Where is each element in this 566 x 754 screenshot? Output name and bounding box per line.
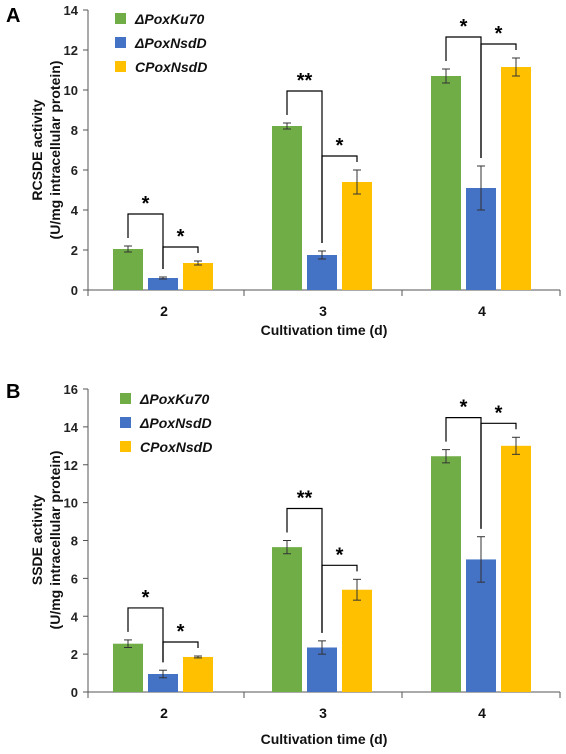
x-axis-label: Cultivation time (d) <box>261 322 388 338</box>
significance-bracket <box>321 155 358 243</box>
y-axis-label: SSDE activity <box>29 495 45 585</box>
bar <box>113 249 143 290</box>
y-tick-label: 8 <box>71 534 78 549</box>
legend-swatch <box>115 37 126 48</box>
legend-swatch <box>115 13 126 24</box>
y-tick-label: 0 <box>71 685 78 700</box>
y-tick-label: 2 <box>71 647 78 662</box>
legend-swatch <box>115 61 126 72</box>
significance-label: ** <box>297 488 313 510</box>
legend-label: ΔPoxNsdD <box>134 35 207 51</box>
bar <box>148 278 178 290</box>
y-tick-label: 14 <box>64 3 79 18</box>
significance-label: * <box>495 23 503 45</box>
significance-label: * <box>177 621 185 643</box>
significance-bracket <box>162 246 199 269</box>
significance-label: * <box>142 193 150 215</box>
significance-label: * <box>460 397 468 419</box>
legend-swatch <box>120 441 131 452</box>
x-tick-label: 3 <box>319 303 327 319</box>
y-tick-label: 14 <box>64 420 79 435</box>
y-tick-label: 12 <box>64 43 78 58</box>
x-tick-label: 2 <box>160 705 168 721</box>
x-tick-label: 4 <box>478 705 486 721</box>
x-axis-label: Cultivation time (d) <box>261 731 388 747</box>
y-axis-label-units: (U/mg intracellular protein) <box>47 451 63 630</box>
significance-label: * <box>177 226 185 248</box>
bar <box>431 456 461 692</box>
legend-label: ΔPoxKu70 <box>134 11 205 27</box>
significance-bracket <box>127 607 164 663</box>
bar <box>431 76 461 290</box>
significance-bracket <box>480 422 517 529</box>
chart-panel-a: A 0 2 4 6 8 10 12 14 2 3 4 Cultivation time (d) RCSDE… <box>6 3 561 338</box>
panel-label: A <box>6 5 20 27</box>
y-tick-label: 8 <box>71 123 78 138</box>
y-tick-label: 4 <box>71 203 79 218</box>
bar <box>148 674 178 692</box>
y-tick-label: 0 <box>71 283 78 298</box>
bar <box>342 182 372 290</box>
bar <box>113 643 143 692</box>
y-axis-label-units: (U/mg intracellular protein) <box>47 61 63 240</box>
y-tick-label: 6 <box>71 163 78 178</box>
x-tick-label: 4 <box>478 303 486 319</box>
legend-swatch <box>120 417 131 428</box>
legend-label: ΔPoxNsdD <box>139 415 212 431</box>
significance-label: ** <box>297 70 313 92</box>
bar <box>501 445 531 692</box>
y-tick-label: 4 <box>71 609 79 624</box>
significance-label: * <box>460 16 468 38</box>
bar <box>272 547 302 692</box>
y-tick-label: 16 <box>64 382 78 397</box>
bar <box>183 656 213 692</box>
x-tick-label: 3 <box>319 705 327 721</box>
bar <box>501 67 531 290</box>
bar <box>342 589 372 692</box>
significance-bracket <box>321 564 358 633</box>
y-tick-label: 12 <box>64 458 78 473</box>
bar <box>272 126 302 290</box>
legend-label: ΔPoxKu70 <box>139 391 210 407</box>
bar <box>307 647 337 692</box>
bar <box>183 263 213 290</box>
significance-label: * <box>336 544 344 566</box>
significance-bracket <box>480 43 517 158</box>
chart-panel-b: B 0 2 4 6 8 10 12 14 16 2 3 4 Cultivation time (d) SSD… <box>6 381 561 747</box>
significance-bracket <box>162 641 199 663</box>
significance-bracket <box>127 213 164 269</box>
significance-label: * <box>336 135 344 157</box>
x-tick-label: 2 <box>160 303 168 319</box>
y-tick-label: 6 <box>71 571 78 586</box>
significance-label: * <box>495 402 503 424</box>
y-tick-label: 2 <box>71 243 78 258</box>
y-tick-label: 10 <box>64 496 78 511</box>
panel-label: B <box>6 381 20 403</box>
legend-label: CPoxNsdD <box>135 59 207 75</box>
y-axis-label: RCSDE activity <box>29 99 45 200</box>
significance-label: * <box>142 587 150 609</box>
y-tick-label: 10 <box>64 83 78 98</box>
legend-swatch <box>120 393 131 404</box>
legend-label: CPoxNsdD <box>140 439 212 455</box>
bar <box>307 255 337 290</box>
